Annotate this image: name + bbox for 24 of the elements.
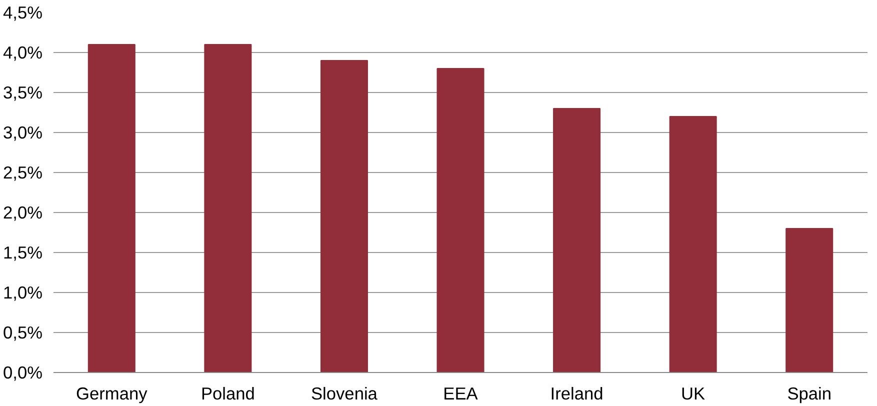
bar [204,44,252,372]
y-tick-label: 0,0% [3,362,43,382]
x-tick-label: EEA [443,384,478,404]
y-tick-label: 3,0% [3,122,43,142]
bar [786,228,834,372]
bar [88,44,136,372]
y-tick-label: 2,5% [3,162,43,182]
y-tick-label: 4,5% [3,2,43,22]
x-tick-label: Spain [787,384,832,404]
x-tick-label: Poland [200,384,255,404]
y-tick-label: 2,0% [3,202,43,222]
y-tick-label: 3,5% [3,82,43,102]
y-tick-label: 1,0% [3,282,43,302]
bar [669,116,717,372]
x-tick-label: Slovenia [310,384,378,404]
bar [553,108,601,372]
y-tick-label: 0,5% [3,322,43,342]
x-tick-label: Germany [76,384,148,404]
bar [436,68,484,372]
bar [320,60,368,372]
x-tick-label: UK [681,384,706,404]
y-tick-label: 1,5% [3,242,43,262]
x-tick-label: Ireland [550,384,604,404]
y-tick-label: 4,0% [3,42,43,62]
